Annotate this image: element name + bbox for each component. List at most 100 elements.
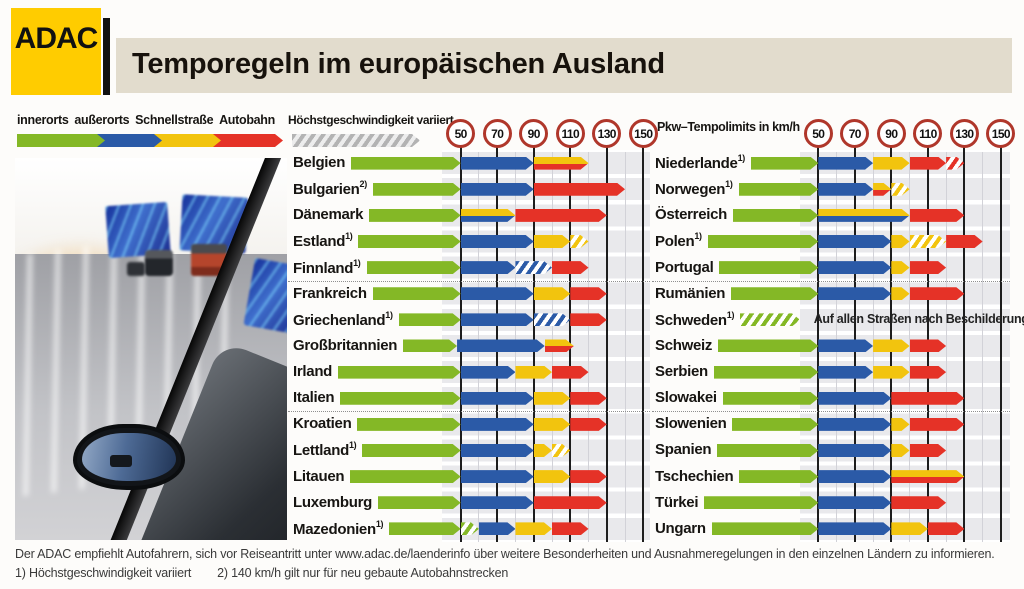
photo-car-ahead bbox=[127, 262, 145, 276]
bar-segment-green bbox=[403, 339, 457, 352]
bar-segment-yellow bbox=[515, 522, 552, 535]
country-label: Norwegen1) bbox=[655, 179, 733, 199]
bar-segment-blue bbox=[479, 522, 516, 535]
bar-segment-blue bbox=[818, 496, 891, 509]
bar-segment-red bbox=[910, 418, 965, 431]
bar-segment-blue bbox=[461, 287, 534, 300]
bar-segment-blue-hatch bbox=[534, 313, 571, 326]
bar-segment-green-hatch bbox=[461, 522, 479, 535]
bar-segment-yellow bbox=[891, 287, 909, 300]
chart-column-left: 50 70 90 110 130 150 Belgien Bulgarien2) Dänemar… bbox=[288, 119, 658, 542]
legend-variable-hatched-bar bbox=[292, 134, 420, 147]
gridline-minor bbox=[982, 152, 984, 542]
bar-segment-red-hatch bbox=[946, 157, 964, 170]
country-label: Finnland1) bbox=[293, 257, 361, 277]
bar-segment-yellow bbox=[891, 444, 909, 457]
bar-note: Auf allen Straßen nach Beschilderung bbox=[813, 311, 1024, 326]
bar-segment-green bbox=[704, 496, 818, 509]
bar-segment-green bbox=[712, 522, 818, 535]
bar-segment-red bbox=[891, 496, 946, 509]
bar-segment-yellow-hatch bbox=[891, 183, 909, 196]
logo-divider bbox=[103, 18, 110, 95]
bar-segment-red bbox=[910, 157, 947, 170]
chart-column-right: 50 70 90 110 130 150 Niederlande1) Norwegen1) Ös… bbox=[652, 119, 1024, 542]
bar-segment-red bbox=[570, 418, 607, 431]
bar-segment-green bbox=[373, 287, 461, 300]
legend-variable-label: Höchstgeschwindigkeit variiert bbox=[288, 113, 454, 127]
adac-logo: ADAC bbox=[11, 8, 101, 95]
country-label: Schweiz bbox=[655, 336, 713, 354]
speed-limit-sign: 130 bbox=[592, 119, 622, 148]
bar-segment-yellow bbox=[891, 261, 909, 274]
photo-mirror-glass bbox=[82, 433, 176, 481]
bar-segment-yellow-hatch bbox=[910, 235, 947, 248]
bar-segment-blue bbox=[457, 339, 545, 352]
bar-segment-blue bbox=[818, 261, 891, 274]
speed-limit-sign: 70 bbox=[482, 119, 512, 148]
country-label: Lettland1) bbox=[293, 440, 357, 460]
bar-segment-green bbox=[351, 157, 461, 170]
legend-label-yellow: Schnellstraße bbox=[135, 113, 214, 127]
legend-road-type-labels: innerorts außerorts Schnellstraße Autobahn bbox=[17, 113, 275, 127]
bar-segment-green bbox=[717, 444, 818, 457]
bar-segment-blue bbox=[461, 470, 534, 483]
bar-segment-green bbox=[358, 235, 461, 248]
country-label: Bulgarien2) bbox=[293, 179, 367, 199]
photo-side-mirror bbox=[73, 424, 185, 490]
bar-segment-green bbox=[739, 470, 818, 483]
bar-segment-blue bbox=[818, 235, 891, 248]
gridline-major bbox=[605, 147, 608, 542]
bar-segment-red bbox=[552, 366, 589, 379]
speed-limit-sign: 90 bbox=[876, 119, 906, 148]
country-label: Belgien bbox=[293, 154, 346, 171]
speed-limit-sign: 90 bbox=[519, 119, 549, 148]
bar-segment-blue bbox=[461, 157, 534, 170]
bar-segment-blue bbox=[461, 418, 534, 431]
speed-limit-sign: 50 bbox=[446, 119, 476, 148]
bar-segment-green bbox=[708, 235, 818, 248]
gridline-minor bbox=[588, 152, 590, 542]
bar-segment-green bbox=[367, 261, 461, 274]
country-label: Serbien bbox=[655, 363, 708, 381]
bar-segment-yellow-blue bbox=[461, 209, 516, 222]
bar-segment-yellow bbox=[891, 522, 928, 535]
speed-limit-sign: 150 bbox=[986, 119, 1016, 148]
bar-segment-yellow-red bbox=[873, 183, 891, 196]
bar-segment-red bbox=[552, 522, 589, 535]
bar-segment-yellow-red bbox=[891, 470, 964, 483]
country-label: Schweden1) bbox=[655, 309, 735, 329]
bar-segment-blue bbox=[461, 235, 534, 248]
bar-segment-blue bbox=[818, 339, 873, 352]
bar-segment-red bbox=[534, 183, 625, 196]
bar-segment-green bbox=[357, 418, 461, 431]
country-label: Griechenland1) bbox=[293, 309, 393, 329]
bar-segment-red bbox=[552, 261, 589, 274]
bar-segment-blue bbox=[461, 261, 516, 274]
bar-segment-green bbox=[751, 157, 818, 170]
bar-segment-red bbox=[910, 339, 947, 352]
speed-limit-sign: 110 bbox=[555, 119, 585, 148]
bar-segment-blue bbox=[461, 313, 534, 326]
bar-segment-yellow bbox=[891, 418, 909, 431]
country-label: Litauen bbox=[293, 467, 345, 485]
group-separator bbox=[652, 411, 1010, 413]
bar-segment-green bbox=[718, 339, 818, 352]
bar-segment-yellow-red bbox=[534, 157, 589, 170]
country-label: Tschechien bbox=[655, 467, 734, 485]
bar-segment-green bbox=[719, 261, 818, 274]
legend-bar-blue bbox=[97, 134, 162, 147]
bar-segment-blue-hatch bbox=[515, 261, 552, 274]
speed-limit-sign: 110 bbox=[913, 119, 943, 148]
bar-segment-yellow bbox=[873, 157, 910, 170]
title-band: Temporegeln im europäischen Ausland bbox=[116, 38, 1012, 93]
bar-segment-blue bbox=[461, 392, 534, 405]
bar-segment-yellow bbox=[873, 339, 910, 352]
gridline-major bbox=[999, 147, 1002, 542]
photo-car-ahead bbox=[145, 250, 173, 276]
legend-bar-red bbox=[213, 134, 283, 147]
country-label: Estland1) bbox=[293, 231, 353, 251]
axis-unit-label: Pkw–Tempolimits in km/h bbox=[657, 120, 800, 134]
legend-label-blue: außerorts bbox=[74, 113, 130, 127]
country-label: Slowakei bbox=[655, 389, 717, 407]
group-separator bbox=[652, 280, 1010, 282]
